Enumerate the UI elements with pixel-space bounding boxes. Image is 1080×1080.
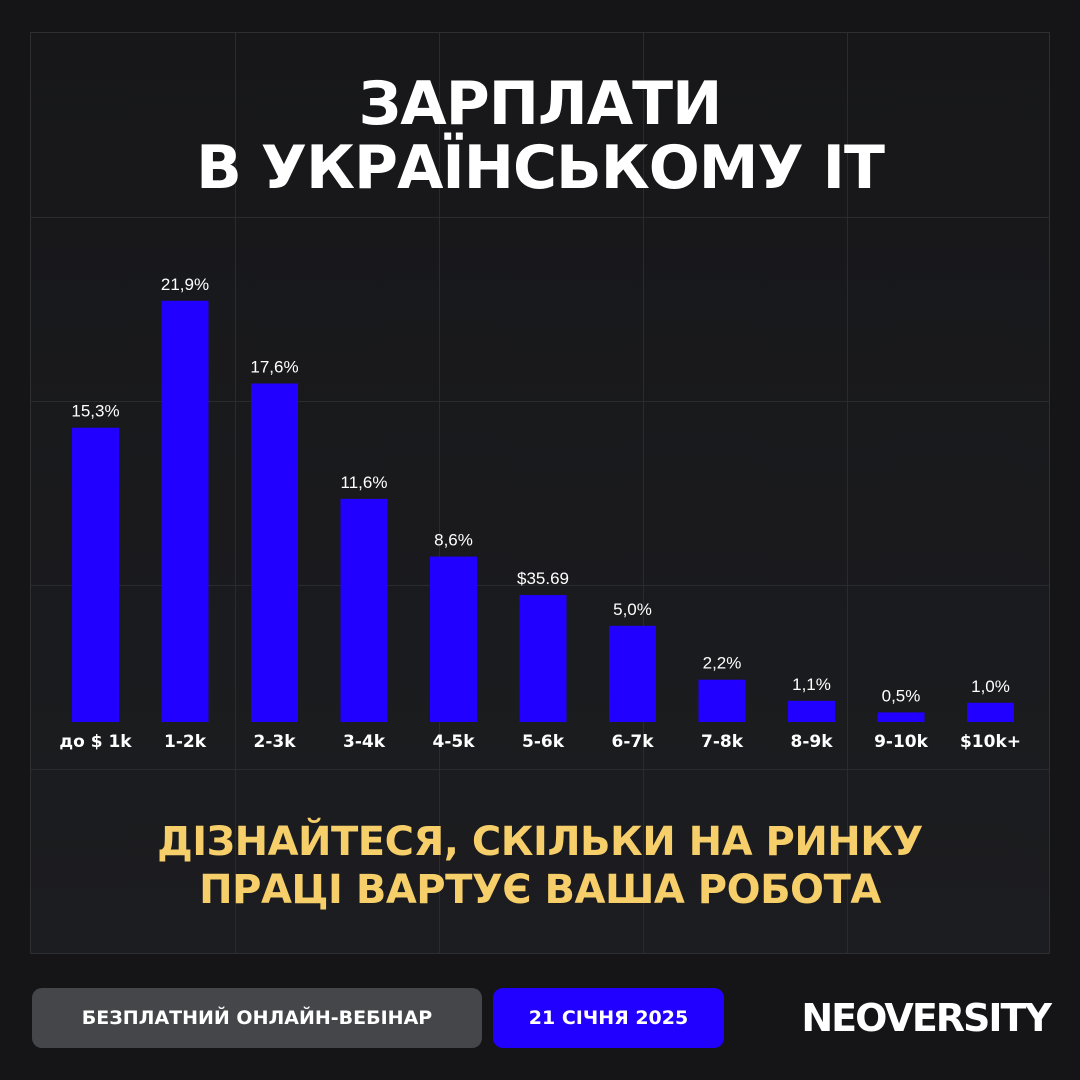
grid-line (31, 217, 1049, 218)
bar-4 (430, 556, 477, 722)
grid-line (235, 33, 236, 953)
category-label-7: 7-8k (701, 732, 744, 752)
bar-3 (340, 498, 388, 722)
bar-2 (251, 383, 298, 722)
title-line-1: ЗАРПЛАТИ (358, 69, 723, 139)
category-label-2: 2-3k (253, 732, 296, 752)
data-label-9: 0,5% (882, 686, 921, 705)
bar-8 (788, 700, 835, 722)
grid-line (31, 585, 1049, 586)
data-label-3: 11,6% (341, 473, 388, 492)
category-label-1: 1-2k (164, 732, 207, 752)
category-label-4: 4-5k (432, 732, 475, 752)
grid-line (31, 769, 1049, 770)
page-title: ЗАРПЛАТИ В УКРАЇНСЬКОМУ ІТ (0, 72, 1080, 200)
data-label-8: 1,1% (792, 675, 831, 694)
bar-10 (967, 702, 1014, 722)
bar-7 (698, 679, 746, 722)
data-label-1: 21,9% (161, 275, 209, 294)
bar-5 (519, 595, 567, 722)
data-label-4: 8,6% (434, 531, 473, 550)
category-label-3: 3-4k (343, 732, 386, 752)
grid-line (643, 33, 644, 953)
data-label-7: 2,2% (703, 654, 742, 673)
title-line-2: В УКРАЇНСЬКОМУ ІТ (196, 133, 885, 203)
date-badge[interactable]: 21 СІЧНЯ 2025 (493, 988, 724, 1048)
data-label-10: 1,0% (971, 677, 1010, 696)
category-label-10: $10k+ (960, 732, 1021, 752)
data-label-5: $35.69 (517, 569, 569, 588)
bar-1 (161, 300, 209, 722)
data-label-2: 17,6% (250, 357, 298, 376)
grid-line (847, 33, 848, 953)
cta-line-1: ДІЗНАЙТЕСЯ, СКІЛЬКИ НА РИНКУ (157, 819, 923, 865)
bar-0 (72, 427, 119, 722)
category-label-5: 5-6k (522, 732, 565, 752)
category-label-6: 6-7k (611, 732, 654, 752)
grid-line (31, 401, 1049, 402)
bar-6 (609, 625, 656, 722)
category-label-9: 9-10k (874, 732, 929, 752)
bar-9 (877, 712, 925, 722)
category-label-0: до $ 1k (59, 732, 132, 752)
category-label-8: 8-9k (790, 732, 833, 752)
data-label-6: 5,0% (613, 600, 652, 619)
data-label-0: 15,3% (71, 402, 119, 421)
call-to-action: ДІЗНАЙТЕСЯ, СКІЛЬКИ НА РИНКУ ПРАЦІ ВАРТУ… (0, 818, 1080, 914)
webinar-badge[interactable]: БЕЗПЛАТНИЙ ОНЛАЙН-ВЕБІНАР (32, 988, 482, 1048)
neoversity-logo: NEOVERSITY (801, 996, 1052, 1040)
grid-line (439, 33, 440, 953)
cta-line-2: ПРАЦІ ВАРТУЄ ВАША РОБОТА (199, 867, 881, 913)
